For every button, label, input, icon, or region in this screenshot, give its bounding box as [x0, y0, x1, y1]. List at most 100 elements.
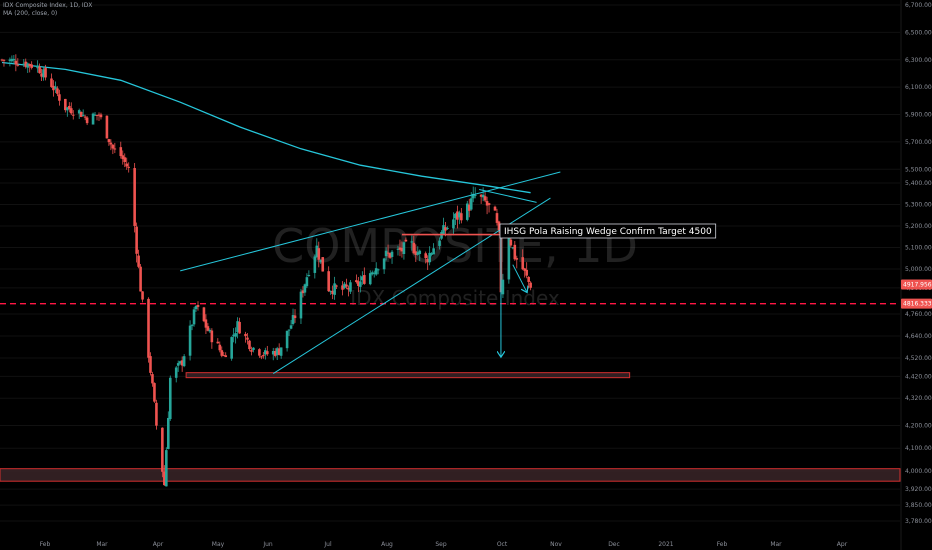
candle-body: [321, 257, 325, 272]
candle-body: [167, 417, 170, 450]
candle-body: [301, 290, 305, 294]
candle-body: [121, 155, 125, 160]
candle-body: [317, 248, 321, 260]
candle-body: [386, 252, 390, 254]
candle-body: [222, 355, 226, 357]
moving-average-layer: [1, 61, 531, 194]
candle-body: [262, 355, 265, 357]
candle-body: [147, 298, 150, 358]
candle-body: [400, 247, 404, 252]
candle-body: [218, 344, 222, 351]
wedge-upper-line: [180, 171, 561, 272]
chart-grid: [0, 4, 900, 522]
candle-body: [107, 139, 111, 143]
candle-body: [275, 348, 279, 356]
candle-body: [446, 227, 449, 229]
candle-body: [277, 348, 281, 355]
candle-body: [382, 258, 386, 270]
candle-body: [319, 259, 323, 263]
candle-body: [71, 114, 75, 116]
candle-body: [454, 213, 457, 219]
candle-body: [343, 283, 346, 288]
price-tick-label: 4,000.000: [905, 468, 932, 475]
price-tick-label: 5,500.000: [905, 166, 932, 173]
candle-body: [81, 114, 85, 116]
candle-body: [180, 360, 184, 366]
candle-body: [493, 206, 497, 211]
candle-body: [8, 59, 12, 61]
time-tick-label: 2021: [658, 541, 673, 548]
price-tick-label: 4,100.000: [905, 445, 932, 452]
candle-body: [141, 291, 144, 300]
candle-body: [16, 64, 20, 66]
chart-legend[interactable]: IDX Composite Index, 1D, IDX MA (200, cl…: [3, 2, 92, 18]
zones-layer: [0, 303, 901, 482]
candle-body: [501, 279, 505, 295]
candle-body: [458, 212, 461, 218]
time-axis[interactable]: Feb Mar Apr May Jun Jul Aug Sep Oct Nov Dec 2021 Feb…: [40, 541, 848, 548]
candle-body: [412, 242, 416, 254]
annotation-text: IHSG Pola Raising Wedge Confirm Target 4…: [504, 227, 712, 237]
candle-body: [26, 63, 30, 68]
legend-symbol: IDX Composite Index, 1D, IDX: [3, 2, 93, 9]
annotation-callout[interactable]: IHSG Pola Raising Wedge Confirm Target 4…: [499, 223, 717, 239]
candle-body: [529, 282, 532, 288]
price-axis[interactable]: 6,700.000 6,500.000 6,300.000 6,100.000 5,90…: [900, 0, 932, 550]
candle-body: [238, 321, 241, 334]
candle-body: [123, 157, 127, 163]
candle-body: [507, 238, 511, 280]
candle-body: [414, 251, 418, 255]
candle-body: [416, 252, 420, 255]
candle-body: [38, 66, 41, 74]
price-tick-label: 5,300.000: [905, 202, 932, 209]
candle-body: [236, 321, 239, 333]
price-tag-label: 4816.3337: [903, 301, 932, 308]
candle-body: [398, 247, 402, 250]
candle-body: [424, 253, 427, 259]
candle-body: [22, 63, 26, 66]
candle-body: [370, 272, 374, 275]
candle-body: [418, 250, 422, 254]
time-tick-label: Sep: [435, 541, 447, 548]
candle-body: [430, 253, 433, 255]
candle-body: [220, 350, 224, 356]
candle-body: [234, 333, 237, 337]
candle-body: [388, 253, 392, 258]
candle-body: [521, 257, 525, 270]
candle-body: [315, 245, 319, 258]
candle-body: [444, 227, 447, 231]
candle-body: [125, 163, 129, 167]
candle-body: [174, 367, 178, 378]
time-tick-label: Mar: [770, 541, 782, 548]
candle-body: [469, 198, 473, 210]
candle-body: [483, 196, 487, 201]
candle-body: [465, 203, 469, 220]
candle-body: [258, 349, 261, 356]
candle-body: [289, 325, 293, 329]
candle-body: [44, 67, 47, 78]
candle-body: [402, 242, 406, 255]
candle-body: [66, 107, 69, 111]
candle-body: [40, 73, 43, 77]
candle-body: [105, 115, 109, 139]
candle-body: [396, 248, 400, 250]
time-tick-label: Oct: [497, 541, 508, 548]
price-tick-label: 3,850.000: [905, 502, 932, 509]
time-tick-label: Jul: [323, 541, 332, 548]
price-tag-label: 4917.9563: [903, 281, 932, 288]
candle-body: [442, 225, 445, 235]
support-zone: [0, 468, 901, 482]
candle-body: [291, 315, 295, 325]
candle-body: [58, 94, 61, 101]
candle-body: [335, 285, 338, 287]
candle-body: [163, 471, 166, 486]
candle-body: [182, 356, 186, 367]
candle-body: [69, 108, 73, 114]
watermark-name: IDX Composite Index: [350, 286, 560, 310]
price-tick-label: 6,500.000: [905, 29, 932, 36]
price-tick-label: 4,520.000: [905, 355, 932, 362]
candle-body: [190, 324, 194, 326]
legend-ma: MA (200, close, 0): [3, 10, 58, 17]
candle-body: [127, 166, 130, 168]
